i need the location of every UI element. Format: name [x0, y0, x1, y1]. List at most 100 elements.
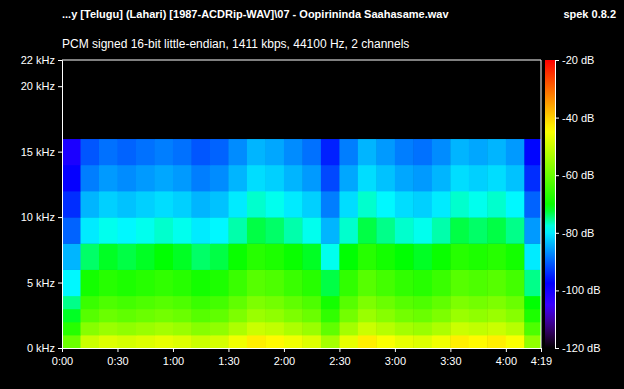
tick-label: 3:30 [440, 355, 461, 367]
cell [136, 139, 155, 166]
cell [284, 269, 303, 296]
cell [210, 296, 229, 310]
cell [358, 139, 377, 166]
cell [117, 322, 136, 336]
tick-label: 2:30 [329, 355, 350, 367]
cell [117, 217, 136, 244]
tick-label: -60 dB [562, 169, 594, 181]
cell [358, 309, 377, 323]
cell [524, 335, 541, 348]
cell [450, 217, 469, 244]
cell [358, 296, 377, 310]
cell [284, 191, 303, 218]
cell [469, 217, 488, 244]
tick-label: 4:00 [496, 355, 517, 367]
cell [173, 139, 192, 166]
cell [247, 335, 266, 348]
cell [117, 165, 136, 192]
cell [524, 139, 541, 166]
cell [487, 243, 506, 270]
tick: 1:00 [163, 348, 184, 367]
cell [136, 191, 155, 218]
cell [413, 335, 432, 348]
cell [265, 322, 284, 336]
cell [321, 296, 340, 310]
cell [339, 165, 358, 192]
cell [395, 335, 414, 348]
cell [413, 139, 432, 166]
cell [450, 269, 469, 296]
cell [469, 296, 488, 310]
cell [339, 309, 358, 323]
cell [136, 322, 155, 336]
cell [117, 296, 136, 310]
cell [506, 139, 525, 166]
cell [210, 309, 229, 323]
cell [395, 191, 414, 218]
cell [99, 217, 118, 244]
cell [395, 165, 414, 192]
cell [136, 165, 155, 192]
cell [321, 191, 340, 218]
cell [265, 309, 284, 323]
tick: 5 kHz [27, 277, 62, 289]
cell [191, 269, 210, 296]
cell [117, 60, 136, 139]
cell [62, 335, 81, 348]
tick-mark [506, 348, 507, 352]
tick: 0:00 [52, 348, 73, 367]
cell [99, 269, 118, 296]
tick: -100 dB [555, 284, 601, 296]
cell [321, 139, 340, 166]
cell [358, 243, 377, 270]
cell [80, 296, 99, 310]
cell [487, 217, 506, 244]
tick: 4:00 [496, 348, 517, 367]
cell [506, 296, 525, 310]
cell [265, 165, 284, 192]
plot-frame [62, 60, 541, 348]
cell [284, 322, 303, 336]
cell [265, 191, 284, 218]
tick-label: 5 kHz [27, 277, 55, 289]
cell [154, 243, 173, 270]
tick-label: 15 kHz [21, 146, 55, 158]
cell [302, 60, 321, 139]
cell [302, 296, 321, 310]
title: ...y [Telugu] (Lahari) [1987-ACDRip-WAV]… [62, 8, 449, 20]
cell [80, 269, 99, 296]
cell [487, 60, 506, 139]
cell [432, 165, 451, 192]
cell [487, 322, 506, 336]
cell [136, 60, 155, 139]
tick-mark [58, 348, 62, 349]
cell [136, 309, 155, 323]
cell [247, 309, 266, 323]
tick-label: 3:00 [385, 355, 406, 367]
cell [62, 191, 81, 218]
background [0, 0, 624, 389]
cell [469, 191, 488, 218]
cell [154, 139, 173, 166]
x-axis: 0:000:301:001:302:002:303:003:304:004:19 [52, 348, 552, 367]
tick: 4:19 [531, 348, 552, 367]
tick-mark [555, 175, 559, 176]
tick: 22 kHz [21, 54, 62, 66]
cell [487, 139, 506, 166]
cell [376, 335, 395, 348]
cell [173, 191, 192, 218]
cell [173, 165, 192, 192]
tick-mark [173, 348, 174, 352]
tick-label: 2:00 [274, 355, 295, 367]
cell [339, 139, 358, 166]
cell [376, 322, 395, 336]
cell [506, 269, 525, 296]
tick-mark [555, 348, 559, 349]
cell [432, 243, 451, 270]
cell [413, 269, 432, 296]
cell [487, 165, 506, 192]
cell [358, 322, 377, 336]
cell [302, 217, 321, 244]
cell [432, 322, 451, 336]
cell [321, 335, 340, 348]
